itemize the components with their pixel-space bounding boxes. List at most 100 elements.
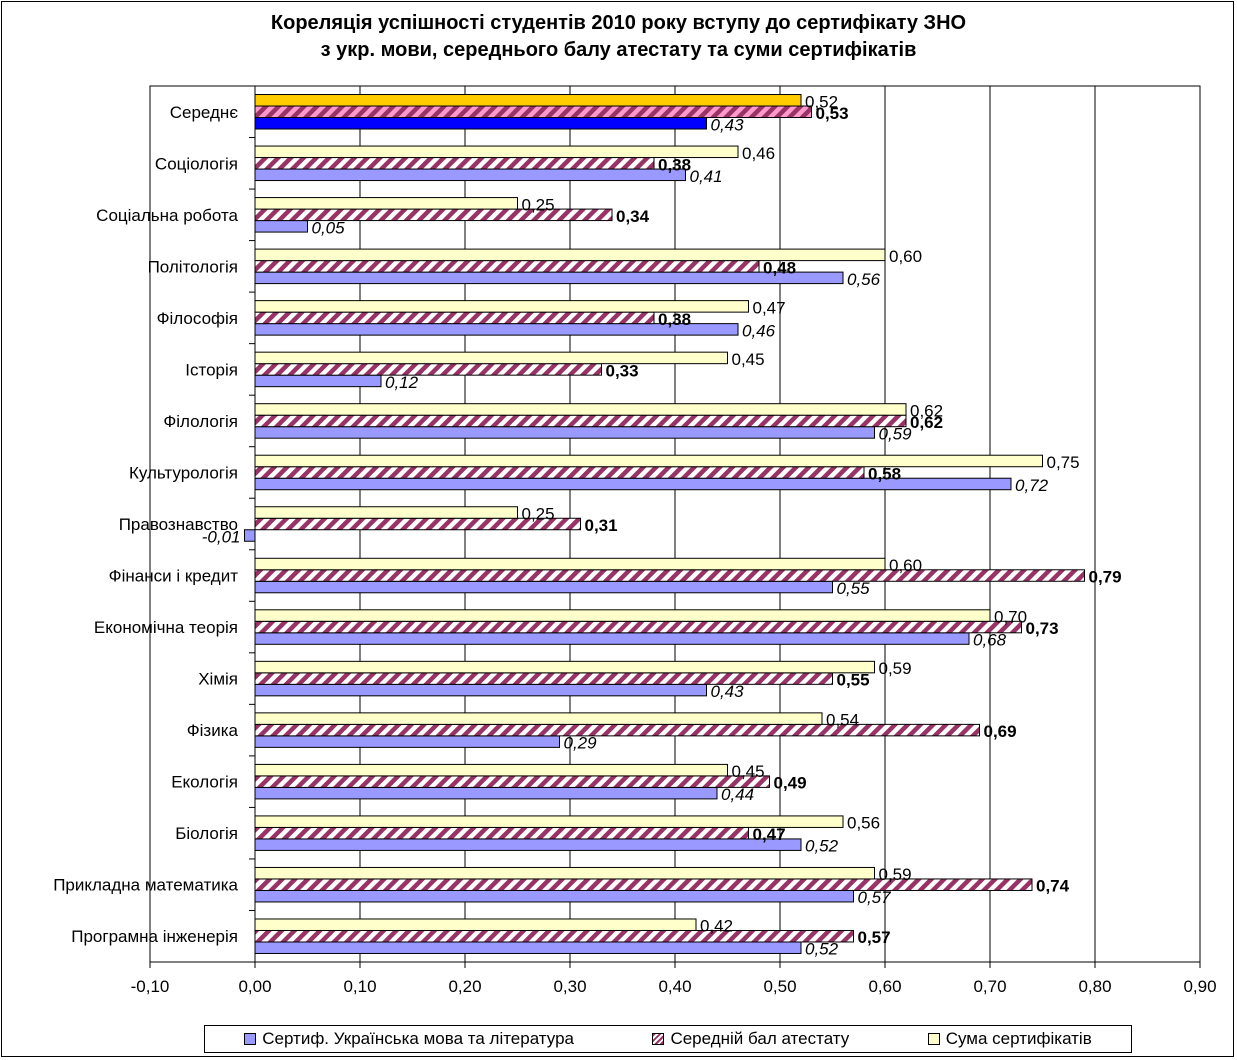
bar (254, 866, 875, 880)
data-label: 0,53 (816, 104, 849, 123)
chart-title-line-1: Кореляція успішності студентів 2010 року… (270, 12, 967, 34)
bar (254, 918, 697, 931)
legend-swatch-cert-sum (927, 1033, 940, 1045)
bar (254, 660, 875, 674)
bar (254, 197, 518, 210)
bar (254, 157, 655, 170)
bar (254, 260, 760, 273)
data-label: 0,45 (732, 762, 765, 781)
category-label: Екологія (171, 773, 238, 792)
bar (254, 712, 823, 725)
data-label: 0,58 (868, 464, 901, 483)
category-label: Філологія (163, 412, 238, 431)
data-label: 0,52 (805, 837, 839, 856)
bar (254, 220, 308, 233)
bar (254, 506, 518, 519)
bar (254, 351, 728, 365)
category-label: Соціальна робота (96, 206, 238, 225)
data-label: 0,44 (721, 785, 754, 804)
data-label: 0,25 (522, 505, 555, 524)
data-label: 0,52 (805, 92, 838, 111)
bar (254, 426, 875, 439)
data-label: 0,70 (994, 608, 1027, 627)
bar (254, 775, 770, 788)
bar (254, 271, 844, 285)
data-label: 0,75 (1047, 453, 1080, 472)
bar (254, 763, 728, 777)
bar (254, 826, 749, 840)
data-label: 0,49 (774, 774, 807, 793)
chart-title: Кореляція успішності студентів 2010 року… (0, 10, 1237, 64)
data-label: 0,56 (847, 814, 880, 833)
data-label: 0,05 (312, 218, 346, 237)
data-labels: 0,430,530,520,410,380,460,050,340,250,56… (202, 92, 1122, 958)
data-label: 0,48 (763, 258, 796, 277)
x-tick-label: 0,90 (1183, 977, 1216, 996)
data-label: 0,12 (385, 373, 419, 392)
data-label: 0,46 (742, 144, 775, 163)
x-tick-label: -0,10 (131, 977, 170, 996)
data-label: 0,56 (847, 270, 881, 289)
category-label: Економічна теорія (94, 618, 238, 637)
data-label: 0,45 (732, 350, 765, 369)
category-label: Фінанси і кредит (109, 567, 239, 586)
data-label: 0,74 (1036, 877, 1070, 896)
data-label: 0,42 (700, 917, 733, 936)
legend-item-avg-grade: Середній бал атестату (652, 1029, 849, 1049)
category-label: Прикладна математика (53, 876, 238, 895)
data-label: 0,38 (658, 155, 691, 174)
x-tick-label: 0,80 (1078, 977, 1111, 996)
data-label: 0,34 (616, 207, 650, 226)
x-tick-label: 0,40 (658, 977, 691, 996)
x-tick-label: 0,00 (238, 977, 271, 996)
bar (254, 878, 1033, 891)
data-label: 0,47 (753, 298, 786, 317)
bar-chart: -0,10 0,00 0,10 0,20 0,30 0,40 0,50 0,60 0,70 0,8… (53, 85, 1217, 996)
data-label: 0,72 (1015, 476, 1049, 495)
data-label: 0,59 (879, 424, 913, 443)
bar (254, 580, 833, 594)
category-label: Правознавство (119, 515, 238, 534)
bar (254, 454, 1043, 468)
data-label: 0,41 (690, 167, 723, 186)
bar (254, 723, 980, 737)
data-label: 0,79 (1089, 568, 1122, 587)
bar (254, 683, 707, 697)
data-label: 0,62 (910, 413, 943, 432)
data-label: 0,59 (879, 865, 912, 884)
legend-label-ukr-cert: Сертиф. Українська мова та література (262, 1029, 574, 1048)
category-label: Фізика (187, 721, 239, 740)
bar (254, 672, 833, 685)
data-label: 0,46 (742, 321, 776, 340)
data-label: 0,38 (658, 310, 691, 329)
legend-item-cert-sum: Сума сертифікатів (927, 1029, 1092, 1049)
data-label: 0,55 (837, 579, 871, 598)
bar (254, 838, 802, 851)
bar (254, 557, 886, 571)
data-label: 0,68 (973, 631, 1007, 650)
data-label: 0,43 (711, 115, 745, 134)
bar (254, 632, 970, 645)
data-label: 0,57 (858, 928, 891, 947)
data-label: -0,01 (202, 528, 241, 547)
bar (254, 363, 602, 376)
x-tick-label: 0,20 (448, 977, 481, 996)
bar (254, 889, 854, 903)
chart-title-line-2: з укр. мови, середнього балу атестату та… (320, 39, 917, 61)
data-label: 0,59 (879, 659, 912, 678)
category-label: Середнє (170, 103, 239, 122)
bar (254, 609, 991, 622)
axes: -0,10 0,00 0,10 0,20 0,30 0,40 0,50 0,60 0,70 0,8… (53, 85, 1217, 996)
data-label: 0,54 (826, 711, 859, 730)
legend-label-avg-grade: Середній бал атестату (670, 1029, 850, 1048)
bar (254, 941, 802, 954)
bar (254, 374, 382, 388)
data-label: 0,25 (522, 195, 555, 214)
bar (254, 208, 613, 222)
bars (244, 94, 1085, 954)
x-tick-label: 0,50 (763, 977, 796, 996)
data-label: 0,29 (564, 734, 598, 753)
bar (254, 786, 718, 800)
category-label: Програмна інженерія (71, 927, 238, 946)
data-label: 0,52 (805, 940, 839, 959)
